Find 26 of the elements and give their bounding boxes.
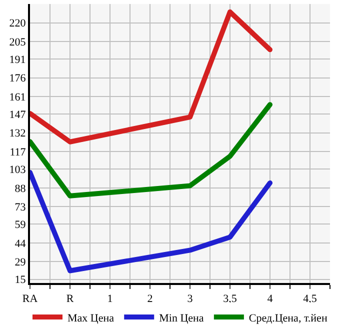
y-tick-label: 117 xyxy=(10,146,26,158)
y-tick-label: 29 xyxy=(14,256,26,269)
legend-label: Min Цена xyxy=(159,312,204,324)
x-tick-label: RA xyxy=(22,293,38,306)
x-tick-label: 3,5 xyxy=(223,293,238,306)
y-tick-label: 161 xyxy=(9,91,26,104)
legend-label: Сред.Цена, т.йен xyxy=(248,312,328,324)
legend-label: Max Цена xyxy=(68,312,114,324)
y-tick-label: 205 xyxy=(9,36,26,48)
x-tick-label: 2 xyxy=(147,293,153,306)
x-tick-label: 1 xyxy=(107,293,113,306)
y-tick-label: 103 xyxy=(9,164,26,176)
x-tick-label: 3 xyxy=(187,293,194,306)
y-tick-label: 220 xyxy=(9,18,26,30)
x-tick-label: 4 xyxy=(267,293,274,306)
y-tick-label: 15 xyxy=(14,274,26,286)
y-tick-label: 59 xyxy=(14,219,26,232)
y-tick-label: 191 xyxy=(9,54,26,66)
y-tick-label: 132 xyxy=(9,128,26,140)
x-tick-label: R xyxy=(66,293,74,306)
y-tick-label: 44 xyxy=(14,238,26,250)
y-tick-label: 88 xyxy=(14,182,26,195)
y-tick-label: 147 xyxy=(9,108,26,121)
x-tick-label: 4,5 xyxy=(303,293,318,306)
y-tick-label: 73 xyxy=(14,202,26,214)
y-tick-label: 176 xyxy=(9,72,26,85)
